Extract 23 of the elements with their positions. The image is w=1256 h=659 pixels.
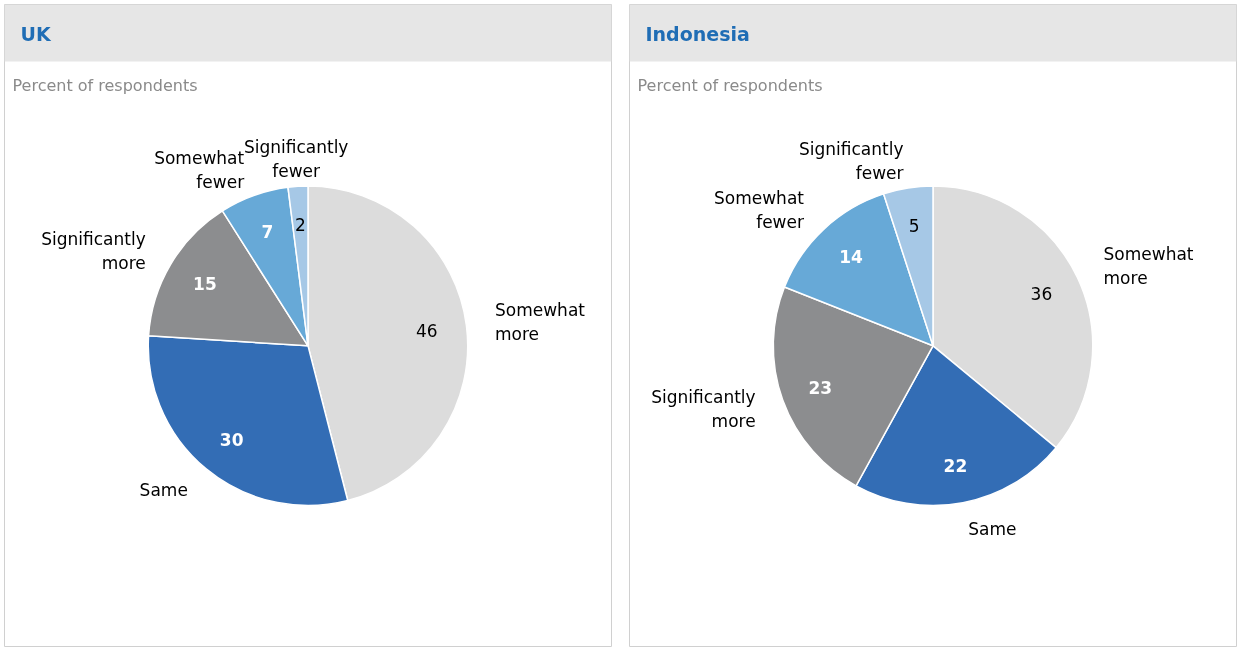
chart-title: Indonesia — [645, 22, 750, 45]
data-label: 2 — [295, 214, 306, 235]
slice-label: Significantly more — [41, 228, 146, 273]
slice-label: Significantly fewer — [799, 139, 904, 184]
chart-title: UK — [20, 22, 52, 45]
slice-label: Somewhat fewer — [154, 147, 245, 192]
data-label: 46 — [416, 321, 438, 342]
data-label: 30 — [219, 430, 244, 451]
data-label: 15 — [193, 274, 217, 295]
slice-label: Significantly more — [651, 387, 756, 432]
chart-subtitle: Percent of respondents — [12, 76, 198, 96]
data-label: 22 — [943, 456, 968, 477]
data-label: 7 — [261, 221, 274, 242]
slice-label: Somewhat more — [495, 300, 586, 345]
data-label: 36 — [1030, 284, 1053, 305]
data-label: 14 — [839, 247, 863, 268]
data-label: 23 — [808, 377, 833, 398]
chart-subtitle: Percent of respondents — [637, 76, 823, 96]
slice-label: Somewhat more — [1103, 244, 1194, 289]
slice-label: Same — [968, 519, 1017, 540]
data-label: 5 — [908, 215, 920, 236]
slice-label: Same — [139, 479, 188, 500]
slice-label: Somewhat fewer — [714, 187, 805, 232]
